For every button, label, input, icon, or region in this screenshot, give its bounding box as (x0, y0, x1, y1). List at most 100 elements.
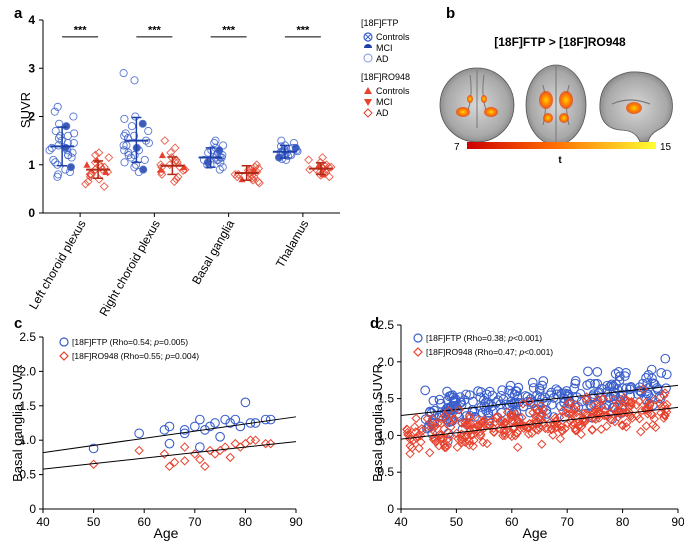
panel-c-y-tick-label: 0 (29, 502, 36, 516)
panel-d-x-tick-label: 70 (561, 515, 575, 529)
ftp-point (124, 151, 133, 160)
ftp-point (45, 146, 54, 155)
panel-c-y-tick-label: 2.5 (19, 330, 36, 344)
ro-point (463, 420, 473, 430)
ro-point (563, 398, 574, 408)
ftp-point (121, 129, 130, 138)
ro-point (649, 414, 660, 424)
ro-point (411, 427, 421, 437)
ro-point (490, 412, 501, 423)
legend-c-ftp: [18F]FTP (Rho=0.54; p=0.005) (72, 337, 188, 347)
ro-point (660, 388, 670, 398)
ftp-point (220, 414, 231, 425)
ftp-point (120, 114, 129, 123)
ftp-point (126, 153, 136, 162)
ro-point (468, 441, 478, 451)
ro-point (655, 399, 665, 409)
ro-point (523, 429, 534, 439)
ftp-point (225, 418, 236, 428)
ftp-point (429, 405, 440, 416)
ftp-point (487, 406, 498, 416)
ro-point (453, 434, 463, 444)
ro-point (159, 449, 170, 459)
panel-d-y-tick-label: 2.0 (377, 355, 394, 369)
regression-line (400, 384, 679, 417)
ftp-point (139, 165, 148, 174)
ro-point (409, 422, 420, 432)
legend-ftp-ad: AD (376, 54, 389, 64)
significance-label: *** (222, 25, 236, 37)
ftp-point (140, 155, 149, 164)
ro-point (232, 172, 242, 182)
ro-point (581, 392, 592, 402)
ftp-point (477, 407, 488, 418)
ro-point (438, 434, 448, 444)
ro-point (179, 442, 190, 452)
ro-point (83, 161, 91, 168)
ro-point (97, 165, 107, 175)
ftp-point (62, 122, 71, 131)
ro-point (563, 403, 573, 413)
ro-point (500, 430, 510, 441)
ftp-point (210, 138, 219, 148)
ro-point (179, 456, 190, 466)
ftp-point (592, 367, 603, 377)
ftp-point (642, 378, 653, 388)
ftp-point (120, 158, 129, 167)
ro-point (230, 438, 240, 449)
ftp-point (461, 389, 471, 400)
ro-point (471, 424, 481, 434)
legend-ro-title: [18F]RO948 (361, 72, 410, 82)
ftp-point (212, 155, 221, 164)
ro-point (248, 175, 258, 185)
legend-d-ro: [18F]RO948 (Rho=0.47; p<0.001) (426, 347, 553, 357)
ftp-point (420, 385, 431, 396)
ro-point (318, 153, 327, 162)
ftp-point (661, 369, 672, 380)
ro-point (260, 438, 271, 449)
panel-c-y-label: Basal ganglia SUVR (10, 364, 25, 482)
legend-ro-mci-marker (364, 99, 372, 106)
ro-point (468, 430, 478, 440)
significance-label: *** (74, 25, 88, 37)
ro-point (434, 441, 444, 451)
panel-c-x-tick-label: 80 (239, 515, 253, 529)
colorbar-max: 15 (660, 142, 672, 153)
ro-point (643, 403, 654, 414)
ro-point (431, 437, 441, 447)
panel-c-x-tick-label: 50 (87, 515, 101, 529)
ro-point (304, 155, 314, 165)
panel-d-legend: [18F]FTP (Rho=0.38; p<0.001) [18F]RO948 … (413, 333, 553, 357)
ro-point (557, 406, 568, 416)
ro-point (414, 443, 424, 453)
panel-c-x-tick-label: 70 (188, 515, 202, 529)
ro-point (571, 411, 582, 421)
ro-point (643, 409, 653, 419)
ftp-point (563, 391, 574, 402)
ro-point (321, 167, 331, 177)
panel-a-marks: *** *** *** *** (45, 25, 336, 191)
colorbar (467, 142, 656, 149)
ro-point (564, 409, 574, 419)
ro-point (530, 418, 541, 429)
panel-label-a: a (14, 5, 23, 22)
ftp-point (464, 390, 475, 400)
ro-point (417, 426, 427, 436)
legend-ftp-mci-marker (364, 44, 372, 48)
ro-point (562, 418, 573, 429)
ro-point (596, 424, 606, 434)
ro-point (557, 426, 567, 436)
ftp-point (51, 126, 60, 136)
panel-d-axes: 40 50 60 70 80 90 0 0.5 1.0 1.5 2.0 2.5 (377, 318, 684, 529)
panel-a-y-tick-label: 1 (28, 158, 35, 172)
ftp-point (535, 386, 545, 396)
ftp-point (130, 163, 139, 172)
ro-point (247, 173, 257, 183)
ro-point (245, 435, 256, 445)
ro-point (86, 169, 96, 179)
panel-c-y-tick-label: 1.0 (19, 433, 36, 447)
ftp-point (646, 364, 657, 375)
legend-d-ftp-marker (413, 333, 423, 343)
ro-point (81, 179, 90, 189)
panel-c-y-tick-label: 1.5 (19, 399, 36, 413)
